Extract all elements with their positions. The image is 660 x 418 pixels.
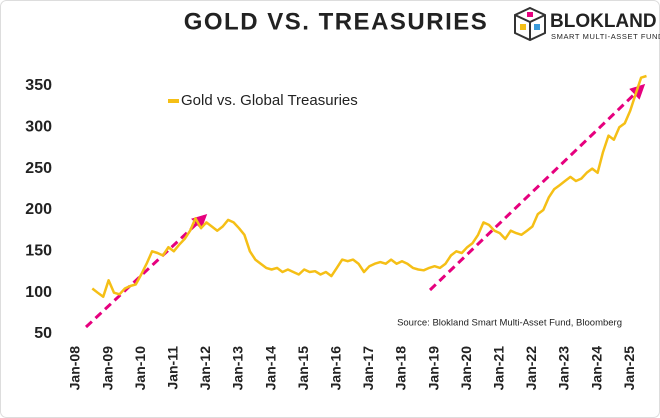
x-tick-label: Jan-13 xyxy=(230,346,246,391)
brand-tagline: SMART MULTI-ASSET FUND xyxy=(551,32,660,41)
brand: BLOKLAND xyxy=(550,11,657,32)
y-tick-label: 300 xyxy=(25,119,52,136)
x-tick-label: Jan-15 xyxy=(295,346,311,391)
y-tick-label: 350 xyxy=(25,77,52,94)
y-tick-label: 200 xyxy=(25,201,52,218)
x-tick-label: Jan-22 xyxy=(523,346,539,391)
x-tick-label: Jan-23 xyxy=(556,346,572,391)
x-tick-label: Jan-25 xyxy=(621,346,637,391)
x-tick-label: Jan-08 xyxy=(67,346,83,391)
x-tick-label: Jan-16 xyxy=(328,346,344,391)
y-tick-label: 250 xyxy=(25,160,52,177)
x-tick-label: Jan-17 xyxy=(360,346,376,391)
x-tick-label: Jan-10 xyxy=(132,346,148,391)
x-tick-label: Jan-11 xyxy=(165,346,181,390)
x-tick-label: Jan-20 xyxy=(458,346,474,391)
chart-title: GOLD VS. TREASURIES xyxy=(184,8,489,35)
logo xyxy=(514,6,546,42)
x-tick-label: Jan-09 xyxy=(99,346,115,391)
x-tick-label: Jan-18 xyxy=(393,346,409,391)
legend-label: Gold vs. Global Treasuries xyxy=(181,92,358,109)
data-line xyxy=(91,74,647,299)
x-tick-label: Jan-24 xyxy=(588,346,604,391)
x-tick-label: Jan-14 xyxy=(262,346,278,391)
y-tick-label: 100 xyxy=(25,284,52,301)
x-tick-label: Jan-12 xyxy=(197,346,213,391)
source-note: Source: Blokland Smart Multi-Asset Fund,… xyxy=(397,318,622,329)
x-tick-label: Jan-21 xyxy=(491,346,507,391)
y-tick-label: 50 xyxy=(34,325,52,342)
x-tick-label: Jan-19 xyxy=(425,346,441,391)
trend-arrow xyxy=(84,213,208,329)
trend-arrow xyxy=(428,83,646,292)
y-tick-label: 150 xyxy=(25,243,52,260)
